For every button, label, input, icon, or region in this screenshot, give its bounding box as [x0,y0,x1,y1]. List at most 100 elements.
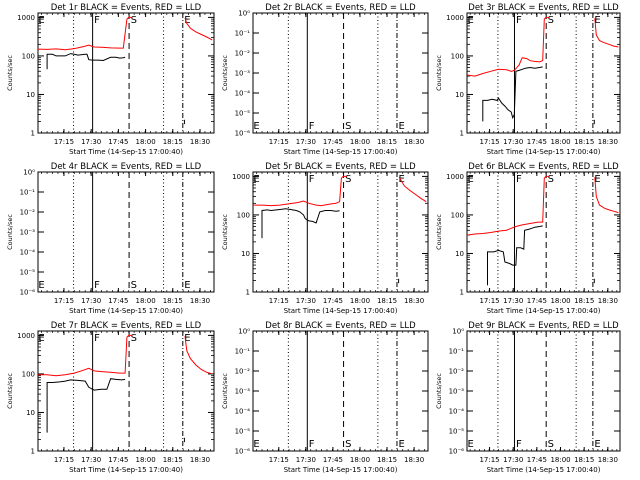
marker-label-E: E [253,439,259,450]
x-tick-label: 18:15 [574,297,594,305]
x-tick-label: 17:45 [108,297,128,305]
x-tick-label: 18:15 [163,456,183,464]
y-tick-label: 10⁻² [20,209,36,217]
panel-title: Det 1r BLACK = Events, RED = LLD [51,3,202,13]
x-tick-label: 18:00 [136,138,156,146]
lld-series-line [398,176,427,203]
marker-label-S: S [131,15,137,26]
panel-det-7r: Det 7r BLACK = Events, RED = LLD 1 10 100 10… [6,321,215,474]
x-tick-label: 18:30 [598,297,618,305]
x-axis-label: Start Time (14-Sep-15 17:00:40) [69,148,183,156]
y-tick-label: 1000 [232,173,250,181]
marker-label-F: F [516,174,522,185]
marker-label-S: S [548,15,554,26]
lld-series-line [466,175,549,236]
x-tick-label: 18:30 [404,297,424,305]
plot-frame [252,171,429,293]
panel-title: Det 4r BLACK = Events, RED = LLD [51,162,202,172]
marker-label-S: S [345,439,351,450]
y-axis-label: Counts/sec [435,214,443,250]
x-tick-label: 17:30 [503,456,523,464]
marker-label-E: E [38,15,44,26]
marker-label-S: S [131,333,137,344]
y-tick-label: 10⁻⁶ [449,448,465,456]
x-tick-label: 18:30 [190,297,210,305]
x-tick-label: 18:00 [350,297,370,305]
x-tick-label: 17:15 [479,456,499,464]
panel-det-6r: Det 6r BLACK = Events, RED = LLD 1 10 100 10… [435,162,621,315]
y-tick-label: 1000 [446,14,464,22]
y-tick-label: 10 [26,91,35,99]
y-tick-label: 10⁰ [23,169,35,177]
x-tick-label: 18:00 [550,297,570,305]
x-tick-label: 18:30 [598,138,618,146]
x-axis-label: Start Time (14-Sep-15 17:00:40) [487,466,601,474]
x-tick-label: 17:15 [54,297,74,305]
y-tick-label: 10⁻⁵ [235,428,251,436]
y-tick-label: 10⁰ [452,328,464,336]
x-axis-label: Start Time (14-Sep-15 17:00:40) [69,466,183,474]
marker-label-E: E [467,439,473,450]
x-tick-label: 17:15 [479,297,499,305]
panel-det-8r: Det 8r BLACK = Events, RED = LLD 10⁰ 10⁻¹ 1… [221,321,429,474]
x-tick-label: 18:15 [574,138,594,146]
panel-det-5r: Det 5r BLACK = Events, RED = LLD 1 10 100 10… [221,162,429,315]
x-tick-label: 18:00 [550,456,570,464]
x-tick-label: 17:15 [269,297,289,305]
x-tick-label: 17:30 [81,297,101,305]
y-tick-label: 10⁻⁶ [235,130,251,138]
y-tick-label: 10 [26,409,35,417]
plot-frame [252,12,429,134]
x-tick-label: 17:15 [269,138,289,146]
y-tick-label: 10⁻³ [235,70,251,78]
y-tick-label: 1 [31,448,35,456]
marker-label-E: E [253,174,259,185]
x-axis-label: Start Time (14-Sep-15 17:00:40) [69,307,183,315]
x-axis-label: Start Time (14-Sep-15 17:00:40) [284,466,398,474]
x-tick-label: 18:30 [598,456,618,464]
x-tick-label: 17:30 [81,456,101,464]
marker-label-E: E [594,439,600,450]
y-tick-label: 10⁻⁶ [235,448,251,456]
y-tick-label: 1000 [446,173,464,181]
x-tick-label: 17:30 [81,138,101,146]
x-tick-label: 17:45 [323,297,343,305]
x-tick-label: 17:30 [296,138,316,146]
lld-series-line [466,16,549,77]
x-tick-label: 18:15 [574,456,594,464]
y-axis-label: Counts/sec [6,55,14,91]
events-series-line [261,208,340,239]
panel-title: Det 9r BLACK = Events, RED = LLD [468,321,619,331]
x-tick-label: 17:45 [323,456,343,464]
y-tick-label: 10⁻⁵ [449,428,465,436]
x-tick-label: 17:15 [54,138,74,146]
marker-label-F: F [94,15,100,26]
lld-series-line [37,16,133,51]
y-tick-label: 10⁻⁵ [20,269,36,277]
y-tick-label: 10⁻⁵ [235,110,251,118]
y-tick-label: 10⁻³ [20,229,36,237]
lld-series-line [253,175,347,207]
x-tick-label: 18:15 [377,138,397,146]
y-tick-label: 1 [31,130,35,138]
plot-frame [466,330,621,452]
y-tick-label: 10 [455,250,464,258]
y-tick-label: 1000 [17,332,35,340]
marker-label-E: E [467,15,473,26]
x-tick-label: 17:30 [503,297,523,305]
marker-label-E: E [184,333,190,344]
panel-det-1r: Det 1r BLACK = Events, RED = LLD 1 10 100 10… [6,3,215,156]
marker-label-S: S [548,439,554,450]
x-tick-label: 18:30 [404,456,424,464]
y-tick-label: 100 [451,52,464,60]
lld-series-line [594,177,619,214]
y-axis-label: Counts/sec [221,55,229,91]
x-tick-label: 17:45 [108,138,128,146]
panel-det-3r: Det 3r BLACK = Events, RED = LLD 1 10 100 10… [435,3,621,156]
panel-title: Det 8r BLACK = Events, RED = LLD [265,321,416,331]
y-tick-label: 10⁻² [449,368,465,376]
y-tick-label: 10⁻⁴ [20,249,36,257]
y-tick-label: 10⁻¹ [449,348,465,356]
marker-label-E: E [253,121,259,132]
